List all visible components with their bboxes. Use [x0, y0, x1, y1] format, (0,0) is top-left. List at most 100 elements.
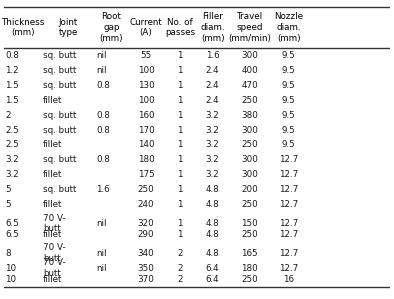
Text: 0.8: 0.8 — [96, 126, 110, 135]
Text: 180: 180 — [241, 264, 258, 273]
Text: sq. butt: sq. butt — [43, 81, 76, 90]
Text: 240: 240 — [138, 200, 154, 209]
Text: 6.5: 6.5 — [6, 219, 19, 228]
Text: 3.2: 3.2 — [206, 126, 219, 135]
Text: 55: 55 — [140, 51, 152, 60]
Text: 300: 300 — [241, 51, 258, 60]
Text: 2.4: 2.4 — [206, 66, 219, 75]
Text: 320: 320 — [138, 219, 154, 228]
Text: 9.5: 9.5 — [282, 141, 296, 150]
Text: 0.8: 0.8 — [96, 155, 110, 164]
Text: Filler
diam.
(mm): Filler diam. (mm) — [201, 12, 225, 43]
Text: 300: 300 — [241, 170, 258, 179]
Text: 2: 2 — [177, 249, 183, 258]
Text: 3.2: 3.2 — [6, 170, 19, 179]
Text: sq. butt: sq. butt — [43, 111, 76, 120]
Text: 0.8: 0.8 — [96, 81, 110, 90]
Text: 12.7: 12.7 — [279, 200, 298, 209]
Text: 250: 250 — [241, 96, 258, 105]
Text: 470: 470 — [241, 81, 258, 90]
Text: 70 V-
butt: 70 V- butt — [43, 258, 65, 278]
Text: 2: 2 — [177, 264, 183, 273]
Text: 4.8: 4.8 — [206, 219, 219, 228]
Text: 380: 380 — [241, 111, 258, 120]
Text: 2: 2 — [6, 111, 11, 120]
Text: 180: 180 — [138, 155, 154, 164]
Text: 400: 400 — [241, 66, 258, 75]
Text: Joint
type: Joint type — [58, 18, 78, 37]
Text: 3.2: 3.2 — [206, 141, 219, 150]
Text: 10: 10 — [6, 275, 17, 284]
Text: 6.4: 6.4 — [206, 264, 219, 273]
Text: 1: 1 — [177, 230, 183, 239]
Text: Nozzle
diam.
(mm): Nozzle diam. (mm) — [274, 12, 303, 43]
Text: 9.5: 9.5 — [282, 111, 296, 120]
Text: Current
(A): Current (A) — [130, 18, 162, 37]
Text: 300: 300 — [241, 126, 258, 135]
Text: 12.7: 12.7 — [279, 219, 298, 228]
Text: fillet: fillet — [43, 170, 62, 179]
Text: 1: 1 — [177, 170, 183, 179]
Text: 165: 165 — [241, 249, 258, 258]
Text: 6.4: 6.4 — [206, 275, 219, 284]
Text: 10: 10 — [6, 264, 17, 273]
Text: 2.5: 2.5 — [6, 126, 19, 135]
Text: sq. butt: sq. butt — [43, 51, 76, 60]
Text: 140: 140 — [138, 141, 154, 150]
Text: 2.4: 2.4 — [206, 81, 219, 90]
Text: 200: 200 — [241, 185, 258, 194]
Text: 4.8: 4.8 — [206, 200, 219, 209]
Text: Travel
speed
(mm/min): Travel speed (mm/min) — [228, 12, 271, 43]
Text: 370: 370 — [138, 275, 154, 284]
Text: 9.5: 9.5 — [282, 96, 296, 105]
Text: 1: 1 — [177, 141, 183, 150]
Text: fillet: fillet — [43, 230, 62, 239]
Text: 2: 2 — [177, 275, 183, 284]
Text: 250: 250 — [241, 200, 258, 209]
Text: 290: 290 — [138, 230, 154, 239]
Text: 1: 1 — [177, 96, 183, 105]
Text: 1: 1 — [177, 66, 183, 75]
Text: 70 V-
butt: 70 V- butt — [43, 243, 65, 263]
Text: 12.7: 12.7 — [279, 185, 298, 194]
Text: 2.4: 2.4 — [206, 96, 219, 105]
Text: 250: 250 — [241, 275, 258, 284]
Text: 9.5: 9.5 — [282, 126, 296, 135]
Text: nil: nil — [96, 66, 107, 75]
Text: 3.2: 3.2 — [6, 155, 19, 164]
Text: 12.7: 12.7 — [279, 249, 298, 258]
Text: 1: 1 — [177, 51, 183, 60]
Text: 1: 1 — [177, 111, 183, 120]
Text: 12.7: 12.7 — [279, 155, 298, 164]
Text: 12.7: 12.7 — [279, 170, 298, 179]
Text: 1: 1 — [177, 126, 183, 135]
Text: 1: 1 — [177, 81, 183, 90]
Text: Thickness
(mm): Thickness (mm) — [1, 18, 45, 37]
Text: 0.8: 0.8 — [96, 111, 110, 120]
Text: sq. butt: sq. butt — [43, 185, 76, 194]
Text: 4.8: 4.8 — [206, 185, 219, 194]
Text: 2.5: 2.5 — [6, 141, 19, 150]
Text: 4.8: 4.8 — [206, 249, 219, 258]
Text: 100: 100 — [138, 96, 154, 105]
Text: nil: nil — [96, 51, 107, 60]
Text: Root
gap
(mm): Root gap (mm) — [100, 12, 123, 43]
Text: 1: 1 — [177, 200, 183, 209]
Text: 9.5: 9.5 — [282, 66, 296, 75]
Text: fillet: fillet — [43, 96, 62, 105]
Text: 4.8: 4.8 — [206, 230, 219, 239]
Text: No. of
passes: No. of passes — [165, 18, 195, 37]
Text: nil: nil — [96, 264, 107, 273]
Text: 70 V-
butt: 70 V- butt — [43, 213, 65, 233]
Text: 1.2: 1.2 — [6, 66, 19, 75]
Text: 6.5: 6.5 — [6, 230, 19, 239]
Text: 1.6: 1.6 — [206, 51, 219, 60]
Text: 5: 5 — [6, 200, 11, 209]
Text: 8: 8 — [6, 249, 11, 258]
Text: sq. butt: sq. butt — [43, 155, 76, 164]
Text: 175: 175 — [138, 170, 154, 179]
Text: 250: 250 — [138, 185, 154, 194]
Text: 3.2: 3.2 — [206, 155, 219, 164]
Text: nil: nil — [96, 249, 107, 258]
Text: 0.8: 0.8 — [6, 51, 19, 60]
